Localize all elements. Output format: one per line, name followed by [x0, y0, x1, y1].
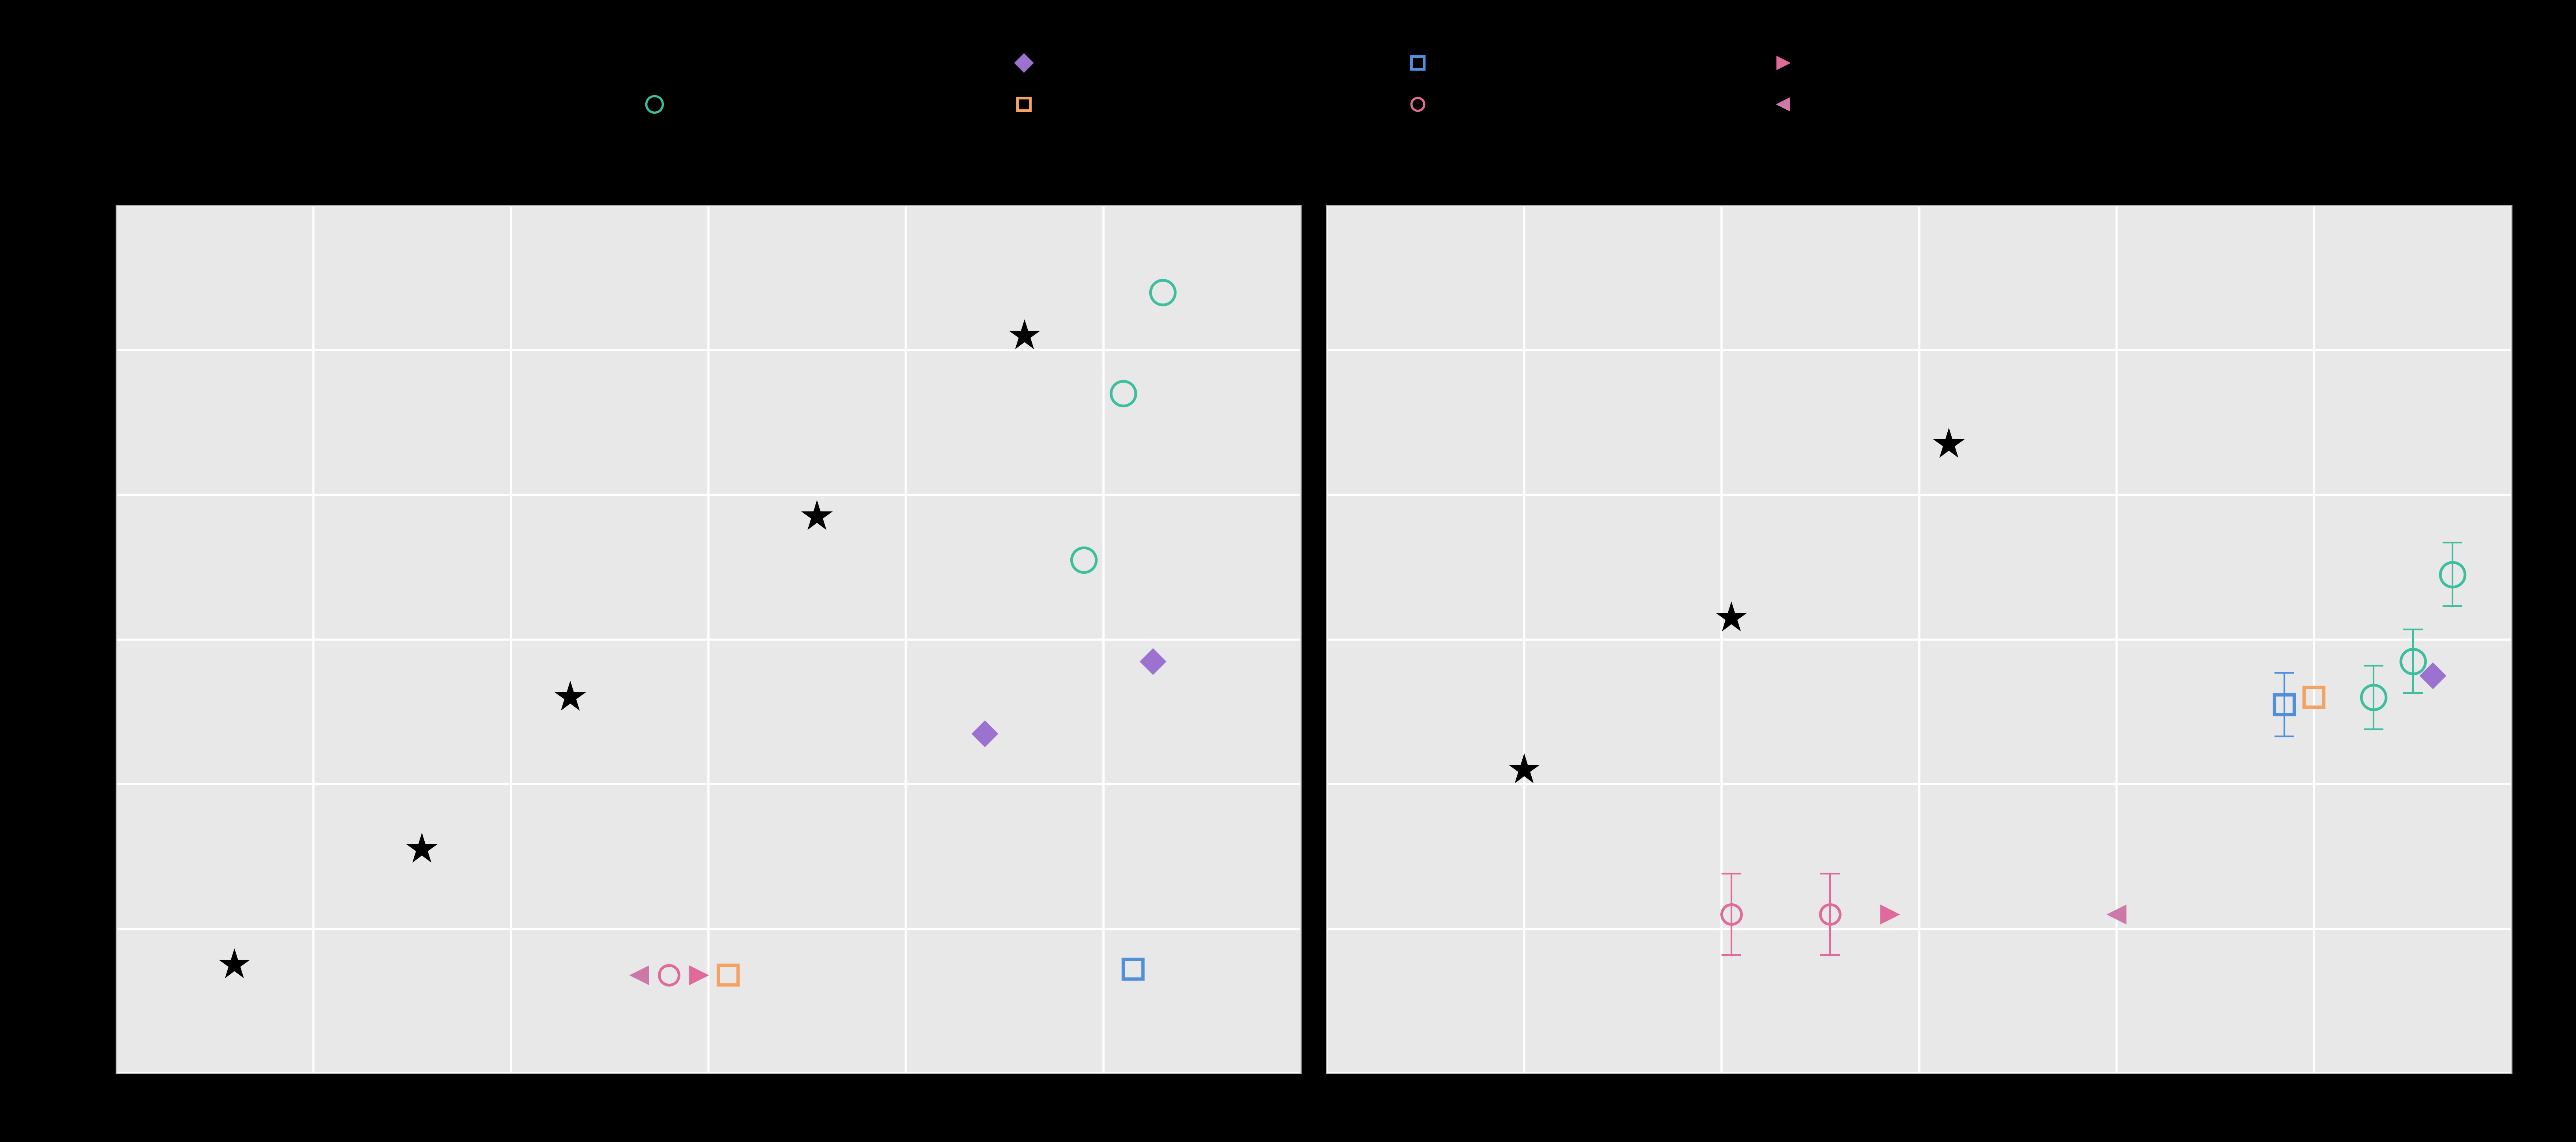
- Legend: TRAK, Datamodel [IPE+22], Emp. Influence [FZ20], IF-Arnoldi [SZV+22], IF [KL17],: TRAK, Datamodel [IPE+22], Emp. Influence…: [631, 42, 2048, 129]
